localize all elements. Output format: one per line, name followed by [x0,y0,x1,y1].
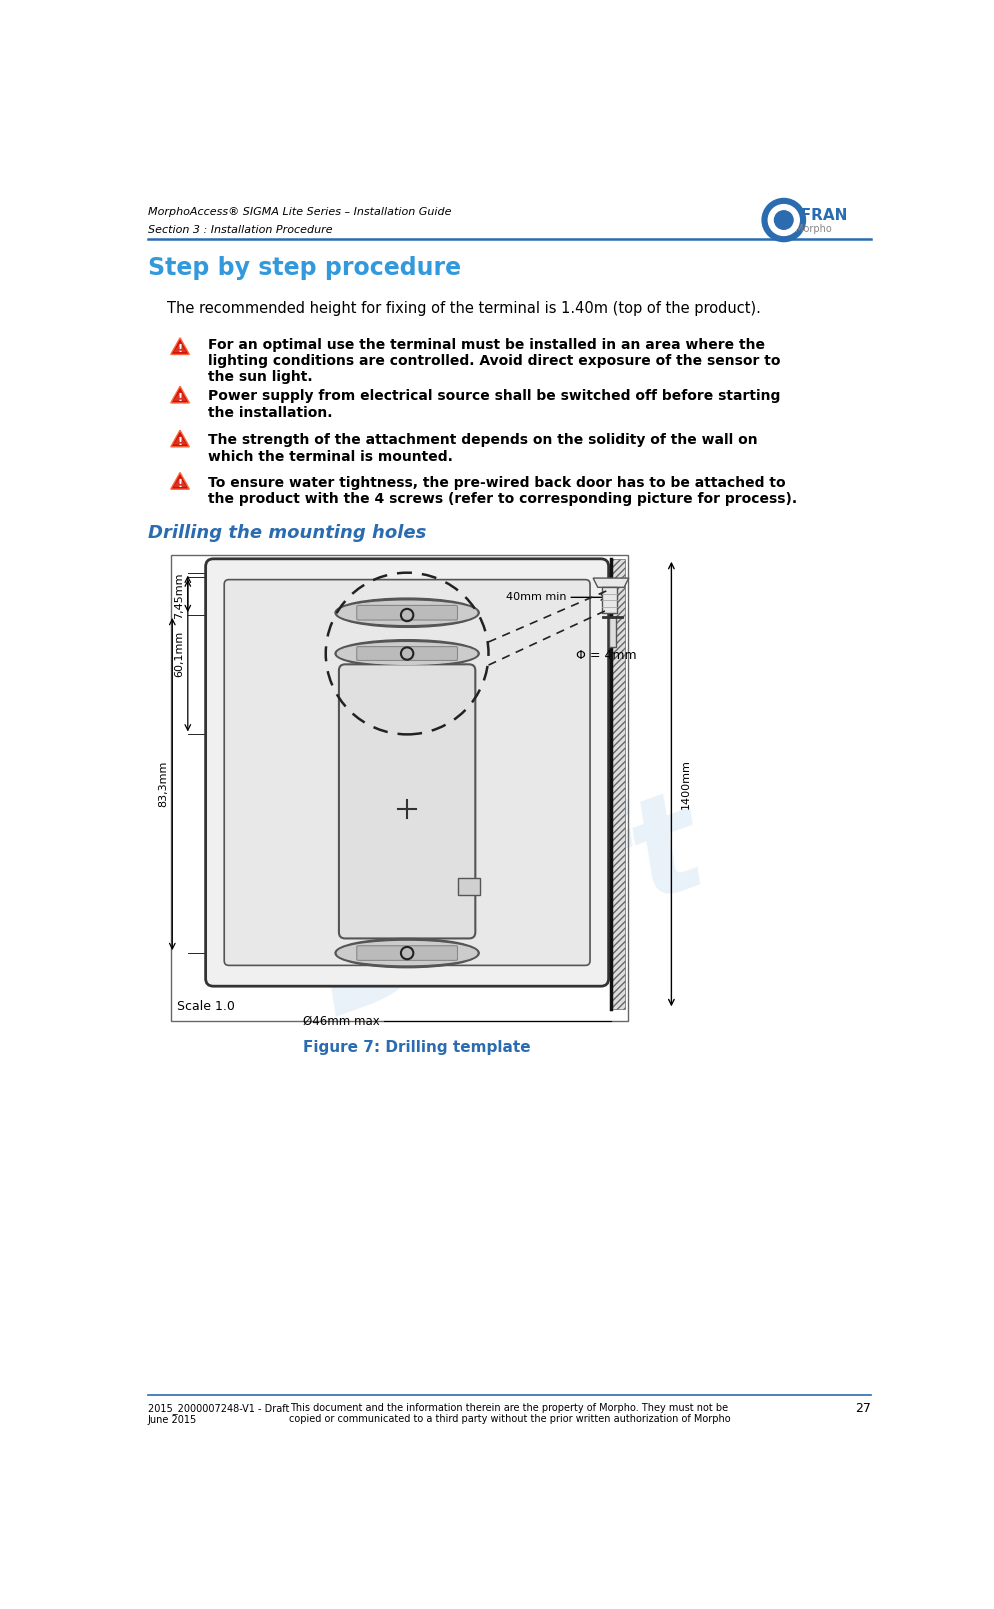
Text: 2015_2000007248-V1 - Draft: 2015_2000007248-V1 - Draft [147,1403,289,1414]
Text: Drilling the mounting holes: Drilling the mounting holes [147,525,425,542]
Text: Figure 7: Drilling template: Figure 7: Drilling template [303,1039,531,1056]
Text: June 2015: June 2015 [147,1414,197,1426]
Ellipse shape [335,938,479,967]
Polygon shape [174,391,187,401]
Polygon shape [171,386,189,402]
Polygon shape [171,338,189,354]
FancyBboxPatch shape [206,558,608,986]
Bar [171,555,628,1020]
Text: The strength of the attachment depends on the solidity of the wall on
which the : The strength of the attachment depends o… [208,433,757,463]
Text: !: ! [178,393,183,402]
Bar [608,616,616,647]
Text: Ø46mm max: Ø46mm max [303,1014,380,1027]
Text: !: ! [178,438,183,447]
Text: Step by step procedure: Step by step procedure [147,256,460,280]
Circle shape [762,198,805,241]
Polygon shape [174,343,187,352]
Text: 83,3mm: 83,3mm [158,761,168,808]
Ellipse shape [335,640,479,668]
Polygon shape [593,578,629,587]
Text: 27: 27 [856,1403,872,1416]
Ellipse shape [337,642,477,665]
Circle shape [768,204,799,235]
Polygon shape [171,430,189,447]
Ellipse shape [337,941,477,965]
Text: For an optimal use the terminal must be installed in an area where the
lighting : For an optimal use the terminal must be … [208,338,780,385]
Bar [611,558,625,1009]
Text: Morpho: Morpho [795,224,832,233]
Text: Power supply from electrical source shall be switched off before starting
the in: Power supply from electrical source shal… [208,389,780,420]
Bar [601,587,617,613]
Text: This document and the information therein are the property of Morpho. They must : This document and the information therei… [288,1403,731,1424]
FancyBboxPatch shape [339,665,475,938]
Text: Scale 1.0: Scale 1.0 [177,1001,235,1014]
FancyBboxPatch shape [225,579,590,965]
Bar [458,877,480,895]
Text: The recommended height for fixing of the terminal is 1.40m (top of the product).: The recommended height for fixing of the… [167,301,760,315]
Text: SAFRAN: SAFRAN [778,209,848,224]
Ellipse shape [337,602,477,624]
Polygon shape [171,473,189,489]
Ellipse shape [335,599,479,628]
Text: !: ! [178,344,183,354]
Text: Φ = 4mm: Φ = 4mm [577,648,637,661]
Text: 7,45mm: 7,45mm [174,573,184,619]
Text: 1400mm: 1400mm [681,759,691,809]
FancyBboxPatch shape [357,946,457,961]
Polygon shape [174,478,187,488]
Text: 60,1mm: 60,1mm [174,631,184,677]
Text: Section 3 : Installation Procedure: Section 3 : Installation Procedure [147,225,332,235]
Text: !: ! [178,479,183,489]
Text: To ensure water tightness, the pre-wired back door has to be attached to
the pro: To ensure water tightness, the pre-wired… [208,476,797,505]
Circle shape [774,211,793,228]
Text: MorphoAccess® SIGMA Lite Series – Installation Guide: MorphoAccess® SIGMA Lite Series – Instal… [147,208,451,217]
Text: 40mm min: 40mm min [506,592,567,602]
FancyBboxPatch shape [357,605,457,619]
FancyBboxPatch shape [357,647,457,660]
Text: Draft: Draft [296,779,723,1044]
Polygon shape [174,434,187,444]
